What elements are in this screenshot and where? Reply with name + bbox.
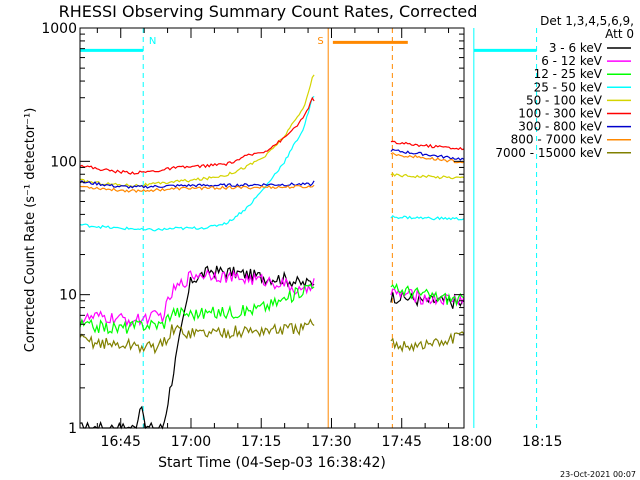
timestamp: 23-Oct-2021 00:07 — [560, 470, 636, 479]
legend-title-line-2: Att 0 — [605, 27, 634, 41]
series-line-3-part-1 — [390, 214, 465, 221]
legend-label-1: 6 - 12 keV — [541, 54, 603, 68]
series-line-5-part-0 — [79, 96, 315, 175]
y-axis-label: Corrected Count Rate (s⁻¹ detector⁻¹) — [23, 108, 38, 353]
axis-layer: 1 10 100 1000 16:45 17:00 17:15 17:30 17:45 18:00… — [41, 21, 562, 450]
series-line-8-part-1 — [390, 331, 465, 353]
legend-label-4: 50 - 100 keV — [526, 93, 603, 107]
x-tick-label-2: 17:15 — [241, 434, 281, 450]
series-line-2-part-1 — [390, 282, 465, 307]
legend-label-5: 100 - 300 keV — [518, 107, 602, 121]
legend-title-line-1: Det 1,3,4,5,6,9, — [540, 14, 634, 28]
series-line-8-part-0 — [79, 318, 315, 355]
series-line-6-part-1 — [390, 148, 465, 161]
series-line-3-part-0 — [79, 95, 315, 232]
legend-label-3: 25 - 50 keV — [534, 80, 603, 94]
y-tick-label-0: 1 — [68, 421, 77, 437]
legend-label-8: 7000 - 15000 keV — [495, 146, 602, 160]
chart-title: RHESSI Observing Summary Count Rates, Co… — [59, 2, 478, 21]
series-line-4-part-1 — [390, 172, 465, 180]
legend-label-6: 300 - 800 keV — [518, 120, 602, 134]
y-tick-label-2: 100 — [50, 154, 77, 170]
series-line-7-part-0 — [79, 184, 315, 193]
flag-label-0: N — [149, 36, 156, 47]
series-line-6-part-0 — [79, 180, 315, 189]
series-layer — [79, 74, 465, 430]
series-line-4-part-0 — [79, 74, 315, 188]
x-tick-label-5: 18:00 — [452, 434, 492, 450]
flag-label-1: S — [317, 36, 323, 47]
x-tick-label-0: 16:45 — [101, 434, 141, 450]
x-axis-label: Start Time (04-Sep-03 16:38:42) — [158, 455, 386, 471]
y-tick-label-3: 1000 — [41, 21, 77, 37]
legend-label-0: 3 - 6 keV — [549, 41, 603, 55]
x-tick-label-1: 17:00 — [171, 434, 211, 450]
series-line-7-part-1 — [390, 152, 465, 164]
x-tick-label-4: 17:45 — [382, 434, 422, 450]
series-line-1-part-0 — [79, 269, 315, 328]
y-tick-label-1: 10 — [59, 288, 77, 304]
legend-label-7: 800 - 7000 keV — [511, 133, 603, 147]
series-line-0-part-0 — [79, 265, 315, 430]
legend-label-2: 12 - 25 keV — [534, 67, 603, 81]
x-tick-label-3: 17:30 — [311, 434, 351, 450]
x-tick-label-6: 18:15 — [522, 434, 562, 450]
series-line-5-part-1 — [390, 140, 465, 151]
series-line-2-part-0 — [79, 283, 315, 335]
plot-frame — [79, 27, 465, 429]
